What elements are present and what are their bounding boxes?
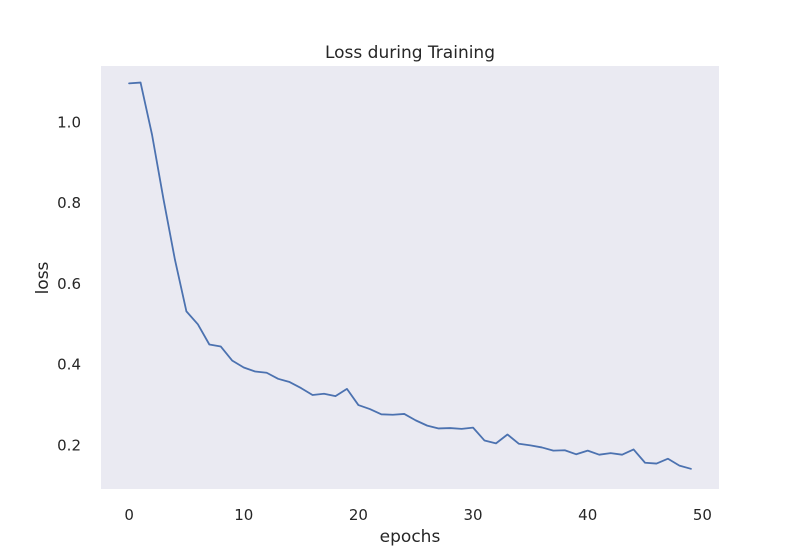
y-tick-label: 1.0 [57,114,81,132]
x-tick-label: 0 [124,506,134,524]
y-tick-label: 0.8 [57,194,81,212]
y-axis-ticks: 0.2 0.4 0.6 0.8 1.0 [57,114,81,455]
chart-title: Loss during Training [325,43,495,63]
x-tick-label: 30 [464,506,483,524]
x-tick-label: 40 [578,506,597,524]
x-axis-label: epochs [380,527,441,547]
y-tick-label: 0.4 [57,356,81,374]
y-tick-label: 0.2 [57,436,81,454]
x-tick-label: 50 [693,506,712,524]
x-axis-ticks: 0 10 20 30 40 50 [124,506,712,524]
x-tick-label: 10 [234,506,253,524]
plot-area [101,66,719,489]
y-tick-label: 0.6 [57,275,81,293]
y-axis-label: loss [33,261,53,294]
x-tick-label: 20 [349,506,368,524]
series-line [128,81,692,470]
